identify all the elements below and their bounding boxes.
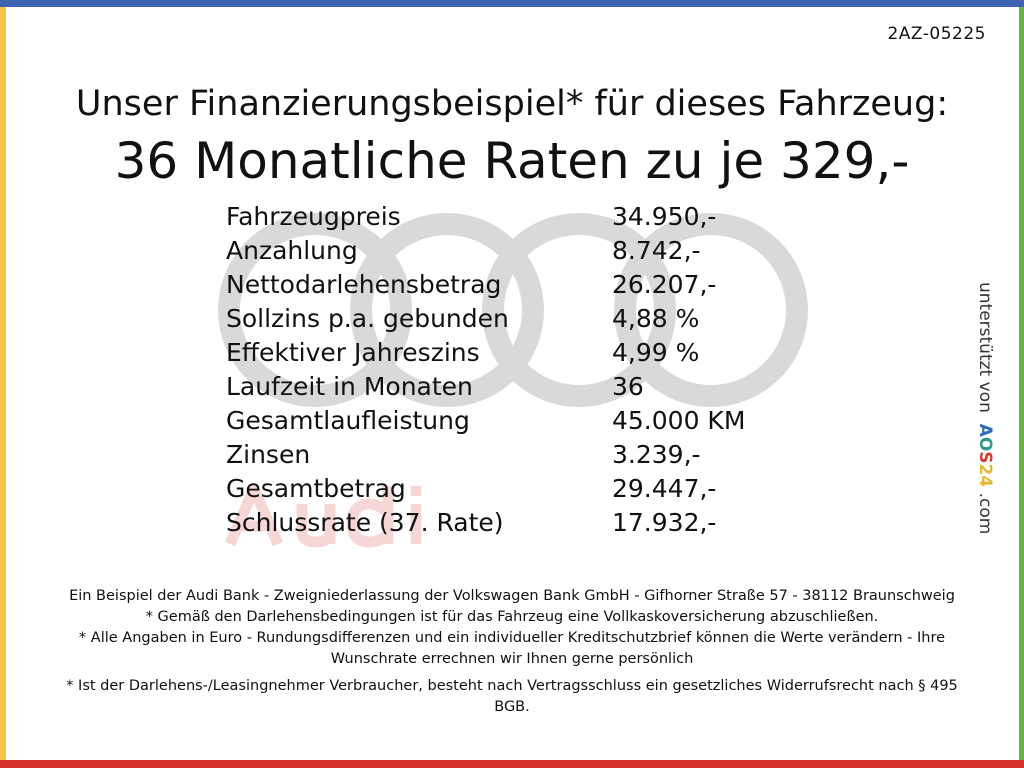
finance-row: Nettodarlehensbetrag 26.207,- [226,268,745,302]
aos24-logo-o: O [975,436,995,452]
finance-value: 29.447,- [612,474,717,503]
ring-1 [218,213,412,407]
finance-value: 17.932,- [612,508,717,537]
finance-label: Gesamtlaufleistung [226,406,470,435]
finance-label: Nettodarlehensbetrag [226,270,502,299]
audi-letter-d [346,486,394,548]
headline: Unser Finanzierungsbeispiel* für dieses … [75,84,949,124]
finance-value: 36 [612,372,644,401]
aos24-domain: .com [975,492,995,535]
finance-row: Gesamtbetrag 29.447,- [226,472,745,506]
finance-row: Effektiver Jahreszins 4,99 % [226,336,745,370]
aos24-logo-24: 24 [975,463,995,488]
finance-table: Fahrzeugpreis 34.950,- Anzahlung 8.742,- Net… [226,200,745,540]
audi-rings-logo [218,213,808,407]
footnote-withdrawal: * Ist der Darlehens-/Leasingnehmer Verbr… [66,678,958,715]
finance-label: Gesamtbetrag [226,474,406,503]
finance-row: Laufzeit in Monaten 36 [226,370,745,404]
footnote-insurance: * Gemäß den Darlehensbedingungen ist für… [145,609,879,625]
finance-row: Anzahlung 8.742,- [226,234,745,268]
ring-3 [482,213,676,407]
aos24-logo-a: A [975,423,995,437]
finance-label: Fahrzeugpreis [226,202,401,231]
finance-value: 4,88 % [612,304,700,333]
finance-label: Sollzins p.a. gebunden [226,304,509,333]
finance-label: Zinsen [226,440,311,469]
border-bottom [0,760,1024,768]
monthly-rate-headline: 36 Monatliche Raten zu je 329,- [114,132,910,190]
finance-label: Laufzeit in Monaten [226,372,473,401]
finance-value: 34.950,- [612,202,717,231]
aos24-logo-s: S [975,451,995,464]
audi-watermark-lettering [224,484,422,548]
border-left [0,7,6,760]
ring-2 [350,213,544,407]
ring-4 [614,213,808,407]
finance-value: 45.000 KM [612,406,746,435]
finance-label: Anzahlung [226,236,358,265]
finance-label: Effektiver Jahreszins [226,338,480,367]
supported-by-aos24: unterstützt von AOS24 .com [975,282,995,534]
finance-row: Sollzins p.a. gebunden 4,88 % [226,302,745,336]
footnote-currency: * Alle Angaben in Euro - Rundungsdiffere… [78,630,946,667]
footnote-bank: Ein Beispiel der Audi Bank - Zweignieder… [69,588,955,604]
supported-by-label: unterstützt von [975,282,995,413]
reference-code: 2AZ-05225 [887,24,986,44]
footnotes: Ein Beispiel der Audi Bank - Zweignieder… [60,586,964,718]
finance-row: Gesamtlaufleistung 45.000 KM [226,404,745,438]
finance-value: 3.239,- [612,440,701,469]
audi-letter-u [296,504,336,548]
finance-row: Schlussrate (37. Rate) 17.932,- [226,506,745,540]
border-right [1019,7,1024,760]
border-top [0,0,1024,7]
finance-row: Fahrzeugpreis 34.950,- [226,200,745,234]
finance-row: Zinsen 3.239,- [226,438,745,472]
finance-label: Schlussrate (37. Rate) [226,508,504,537]
audi-letter-a [224,484,284,547]
finance-value: 26.207,- [612,270,717,299]
finance-value: 8.742,- [612,236,701,265]
finance-value: 4,99 % [612,338,700,367]
